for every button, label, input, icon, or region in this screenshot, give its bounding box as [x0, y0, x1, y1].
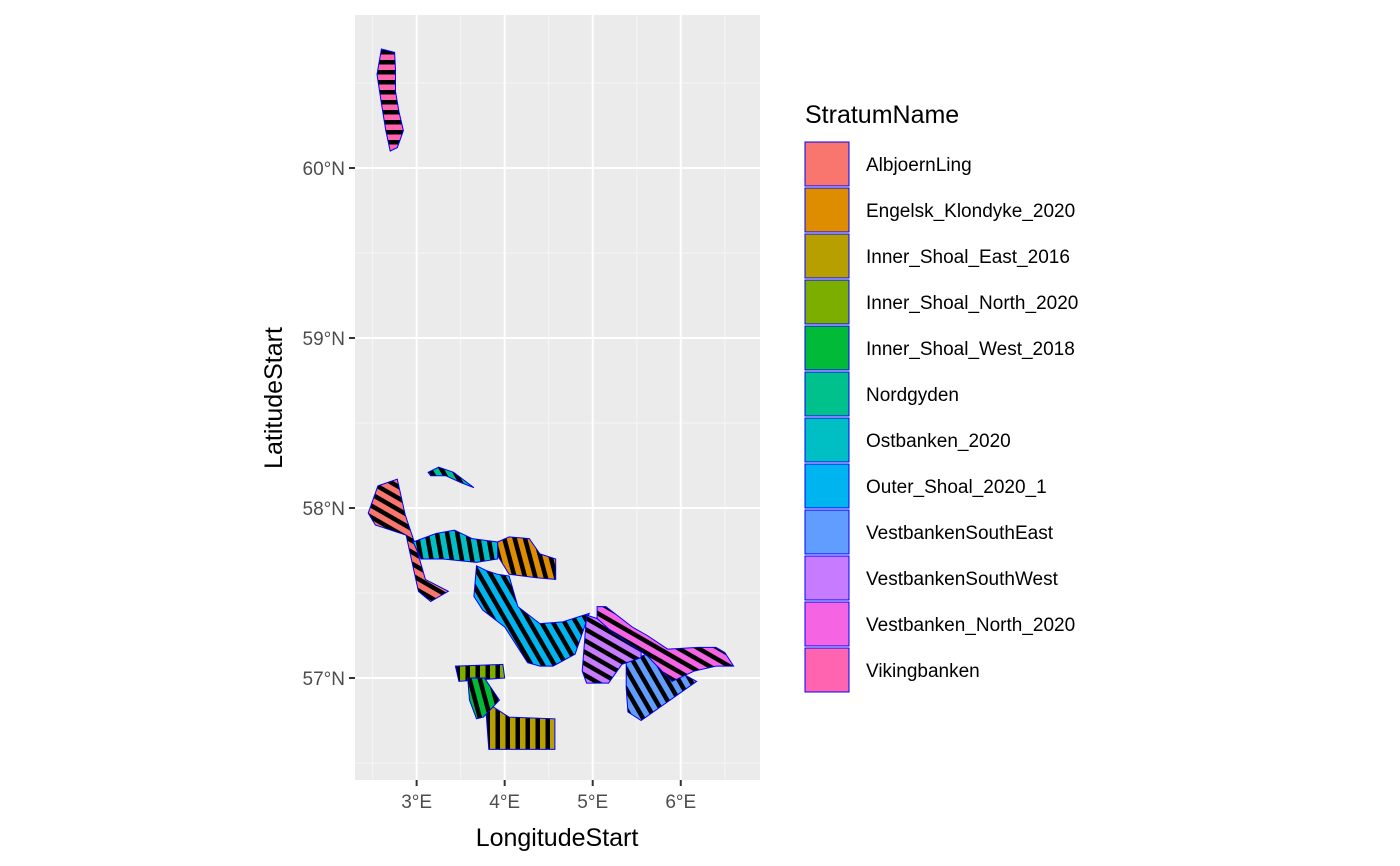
- stratum-nordgyden: [427, 466, 475, 489]
- stratum-inner-shoal-north-2020: [454, 663, 506, 682]
- stratum-outer-shoal-2020-1: [473, 565, 590, 667]
- legend-key-engelsk-klondyke-2020: [804, 187, 850, 233]
- legend-title: StratumName: [805, 101, 959, 129]
- legend-key-inner-shoal-north-2020: [804, 279, 850, 325]
- stratum-engelsk-klondyke-2020: [497, 536, 557, 580]
- stratum-vikingbanken: [376, 48, 404, 152]
- stratum-ostbanken-2020: [412, 529, 499, 563]
- stratum-vestbanken-north-2020: [596, 606, 735, 683]
- legend-key-vestbankensouthwest: [804, 555, 850, 601]
- legend-label-vestbanken-north-2020: Vestbanken_North_2020: [866, 615, 1075, 636]
- legend-label-albjoernling: AlbjoernLing: [866, 155, 972, 176]
- legend-label-engelsk-klondyke-2020: Engelsk_Klondyke_2020: [866, 201, 1075, 222]
- x-axis-title: LongitudeStart: [476, 824, 639, 852]
- stratum-albjoernling: [367, 478, 450, 603]
- y-tick-label: 60°N: [303, 159, 345, 180]
- legend-label-vikingbanken: Vikingbanken: [866, 661, 980, 682]
- legend-items: AlbjoernLing Engelsk_Klondyke_2020 Inner_S…: [804, 141, 1078, 693]
- x-tick-label: 3°E: [401, 792, 432, 813]
- legend-label-inner-shoal-west-2018: Inner_Shoal_West_2018: [866, 339, 1075, 360]
- stratum-inner-shoal-east-2016: [484, 700, 556, 750]
- legend-label-inner-shoal-east-2016: Inner_Shoal_East_2016: [866, 247, 1070, 268]
- legend-key-vestbankensoutheast: [804, 509, 850, 555]
- legend-key-outer-shoal-2020-1: [804, 463, 850, 509]
- legend-key-albjoernling: [804, 141, 850, 187]
- grid-lines: [355, 15, 760, 780]
- legend-label-vestbankensouthwest: VestbankenSouthWest: [866, 569, 1059, 590]
- legend-key-nordgyden: [804, 371, 850, 417]
- legend-label-ostbanken-2020: Ostbanken_2020: [866, 431, 1011, 452]
- legend-label-nordgyden: Nordgyden: [866, 385, 959, 406]
- x-tick-label: 6°E: [665, 792, 696, 813]
- legend-key-vestbanken-north-2020: [804, 601, 850, 647]
- y-axis: 57°N 58°N 59°N 60°N: [303, 159, 355, 690]
- stratum-inner-shoal-west-2018: [467, 677, 501, 720]
- strata-polygons: [367, 48, 735, 750]
- legend-key-inner-shoal-west-2018: [804, 325, 850, 371]
- legend-label-inner-shoal-north-2020: Inner_Shoal_North_2020: [866, 293, 1078, 314]
- y-tick-label: 57°N: [303, 669, 345, 690]
- x-tick-label: 4°E: [489, 792, 520, 813]
- legend-label-vestbankensoutheast: VestbankenSouthEast: [866, 523, 1054, 544]
- legend-key-ostbanken-2020: [804, 417, 850, 463]
- legend-key-vikingbanken: [804, 647, 850, 693]
- legend: StratumName AlbjoernLing Engelsk_Klondyke…: [804, 101, 1078, 693]
- legend-label-outer-shoal-2020-1: Outer_Shoal_2020_1: [866, 477, 1047, 498]
- x-tick-label: 5°E: [577, 792, 608, 813]
- y-axis-title: LatitudeStart: [260, 327, 288, 469]
- y-tick-label: 58°N: [303, 499, 345, 520]
- y-tick-label: 59°N: [303, 329, 345, 350]
- legend-key-inner-shoal-east-2016: [804, 233, 850, 279]
- x-axis: 3°E 4°E 5°E 6°E: [401, 780, 696, 813]
